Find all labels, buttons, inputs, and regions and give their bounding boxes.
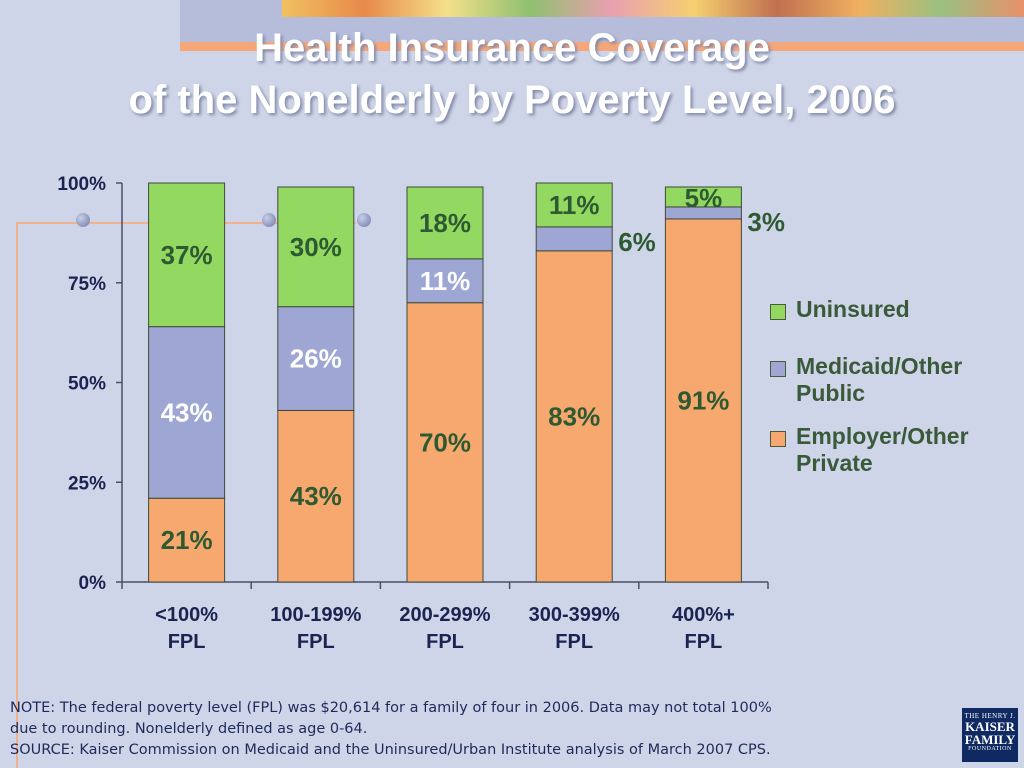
bar-segment [535,182,613,228]
legend-label: Employer/Other [796,423,969,449]
legend-label: Private [796,450,873,476]
bar-segment [277,186,355,308]
data-label: 26% [290,344,342,374]
title-line-1: Health Insurance Coverage [254,26,770,70]
bar-segment [148,326,226,499]
data-label: 6% [618,227,656,257]
data-label: 91% [677,385,729,415]
data-label: 11% [420,266,471,296]
data-label: 18% [419,208,471,238]
x-tick-label: 200-299% [399,604,490,626]
data-label: 3% [747,207,785,237]
bar-segment [277,409,355,583]
bar-segment [535,226,613,252]
header-accent-bar [180,42,1024,51]
note-line-1: NOTE: The federal poverty level (FPL) wa… [10,700,772,716]
logo-line-1: KAISER [965,719,1015,734]
bar-segment [277,306,355,411]
data-label: 5% [685,183,723,213]
decor-dot [76,213,90,227]
data-label: 30% [290,232,342,262]
data-label: 37% [161,240,213,270]
decor-dot [262,213,276,227]
legend-label: Uninsured [796,296,910,322]
x-tick-label: 400%+ [672,604,735,626]
x-tick-label: FPL [168,631,206,653]
x-tick-label: 100-199% [270,604,361,626]
footnote: NOTE: The federal poverty level (FPL) wa… [10,698,830,761]
legend-swatch-uninsured [770,304,786,320]
note-line-2: due to rounding. Nonelderly defined as a… [10,721,368,737]
legend-label: Medicaid/Other [796,353,963,379]
x-tick-label: <100% [155,604,218,626]
legend-item-medicaid: Medicaid/Other Public [770,353,1024,407]
y-tick-label: 25% [68,473,106,494]
data-label: 70% [419,427,471,457]
x-tick-label: FPL [555,631,593,653]
chart-legend: Uninsured Medicaid/Other Public Employer… [770,296,1024,493]
bar-segment [148,497,226,583]
decor-vertical-line [16,222,18,768]
x-tick-label: 300-399% [529,604,620,626]
bar-segment [664,186,742,208]
y-tick-label: 75% [68,274,106,295]
legend-swatch-employer [770,431,786,447]
data-label: 43% [290,481,342,511]
bar-segment [664,218,742,583]
stacked-bar-chart: 0% 25% 50% 75% 100% 21% 43% 37% <100% FPL 43% 26% 30… [57,174,785,653]
decor-dot [357,213,371,227]
x-tick-label: FPL [297,631,335,653]
y-tick-label: 50% [68,374,106,395]
title-line-2: of the Nonelderly by Poverty Level, 2006 [128,78,896,122]
header-flower-strip [282,0,1024,17]
bar-segment [406,186,484,260]
data-label: 21% [161,525,213,555]
y-tick-label: 0% [79,573,107,594]
slide-title: Health Insurance Coverage of the Nonelde… [0,22,1024,126]
legend-swatch-medicaid [770,361,786,377]
data-label: 43% [161,397,213,427]
data-label: 11% [549,190,600,220]
legend-label: Public [796,380,866,406]
bar-segment [148,182,226,328]
bar-segment [406,258,484,304]
bar-segment [406,302,484,583]
kaiser-logo: THE HENRY J. KAISER FAMILY FOUNDATION [962,708,1018,762]
data-label: 83% [548,401,600,431]
x-tick-label: FPL [426,631,464,653]
logo-line-2: FAMILY [964,732,1016,747]
legend-item-employer: Employer/Other Private [770,423,1024,477]
legend-item-uninsured: Uninsured [770,296,1024,323]
logo-top-text: THE HENRY J. [964,712,1016,720]
logo-bottom-text: FOUNDATION [968,746,1012,752]
y-tick-label: 100% [57,174,106,195]
source-line: SOURCE: Kaiser Commission on Medicaid an… [10,742,771,758]
bar-segment [535,250,613,583]
x-tick-label: FPL [685,631,723,653]
